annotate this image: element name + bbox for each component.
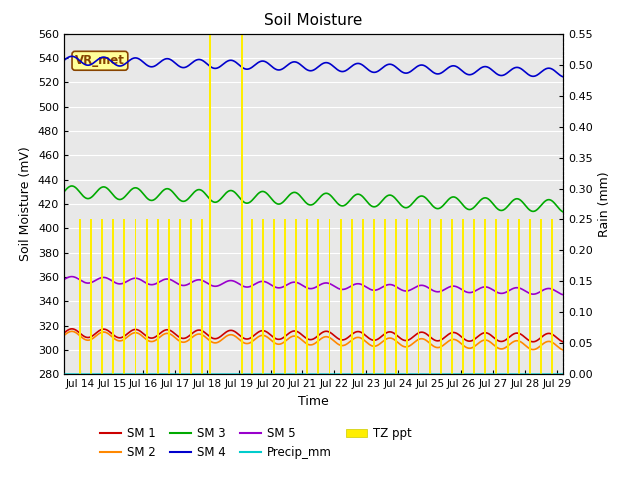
Bar [328,219,330,374]
Bar [473,219,475,374]
Bar [273,219,275,374]
Bar [551,219,553,374]
Bar [518,219,520,374]
Bar [507,219,509,374]
Legend: SM 1, SM 2, SM 3, SM 4, SM 5, Precip_mm, TZ ppt: SM 1, SM 2, SM 3, SM 4, SM 5, Precip_mm,… [95,422,417,464]
Bar [540,219,542,374]
Bar [146,219,148,374]
Bar [79,219,81,374]
Bar [168,219,170,374]
Text: VR_met: VR_met [75,54,125,67]
Bar [340,219,342,374]
Bar [495,219,497,374]
Bar [417,219,419,374]
Bar [134,219,136,374]
Bar [284,219,286,374]
Title: Soil Moisture: Soil Moisture [264,13,363,28]
Bar [384,219,386,374]
Bar [124,219,125,374]
Bar [529,219,531,374]
Bar [241,34,243,374]
Bar [396,219,397,374]
Bar [90,219,92,374]
Bar [307,219,308,374]
Bar [202,219,204,374]
Bar [429,219,431,374]
Bar [209,34,211,374]
Bar [317,219,319,374]
Bar [157,219,159,374]
Y-axis label: Rain (mm): Rain (mm) [598,171,611,237]
Bar [451,219,453,374]
Bar [179,219,181,374]
Bar [101,219,103,374]
Bar [262,219,264,374]
Bar [113,219,114,374]
Bar [462,219,464,374]
X-axis label: Time: Time [298,395,329,408]
Bar [295,219,297,374]
Bar [484,219,486,374]
Bar [362,219,364,374]
Bar [373,219,375,374]
Bar [440,219,442,374]
Bar [406,219,408,374]
Bar [351,219,353,374]
Bar [190,219,192,374]
Bar [251,219,253,374]
Y-axis label: Soil Moisture (mV): Soil Moisture (mV) [19,146,33,262]
